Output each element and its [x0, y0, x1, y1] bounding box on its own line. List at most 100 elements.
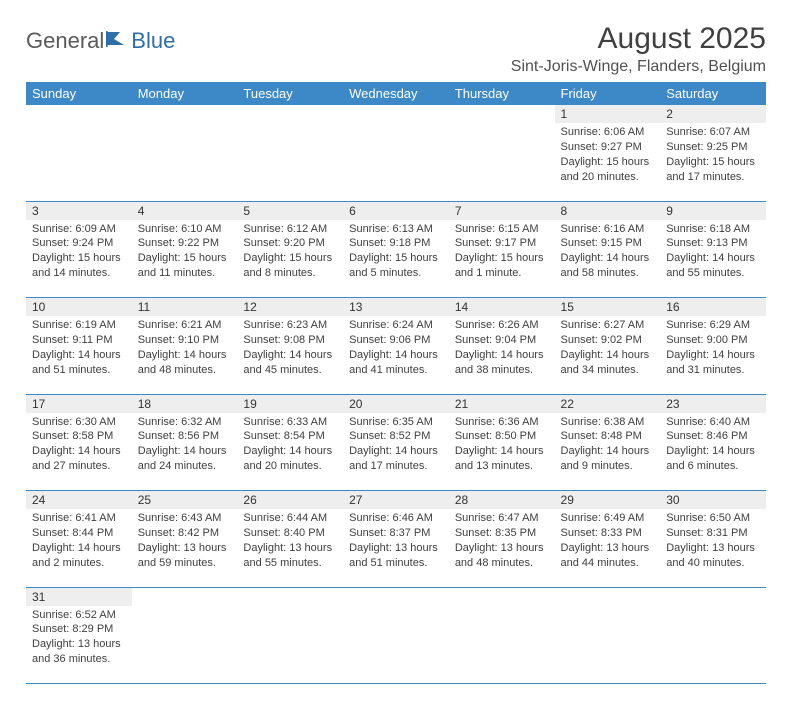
- day-cell: [343, 606, 449, 612]
- sunrise-text: Sunrise: 6:29 AM: [666, 318, 760, 333]
- daylight-text: Daylight: 13 hours and 55 minutes.: [243, 541, 337, 571]
- daylight-text: Daylight: 13 hours and 40 minutes.: [666, 541, 760, 571]
- day-cell: Sunrise: 6:23 AMSunset: 9:08 PMDaylight:…: [237, 316, 343, 381]
- day-cell: Sunrise: 6:33 AMSunset: 8:54 PMDaylight:…: [237, 413, 343, 478]
- day-number-row: 31: [26, 587, 766, 606]
- day-content-row: Sunrise: 6:09 AMSunset: 9:24 PMDaylight:…: [26, 220, 766, 298]
- day-cell: Sunrise: 6:19 AMSunset: 9:11 PMDaylight:…: [26, 316, 132, 381]
- day-number: 7: [449, 202, 555, 220]
- day-number-row: 3456789: [26, 201, 766, 220]
- day-number: [237, 588, 343, 592]
- sunrise-text: Sunrise: 6:30 AM: [32, 415, 126, 430]
- day-number: 13: [343, 298, 449, 316]
- day-cell: Sunrise: 6:52 AMSunset: 8:29 PMDaylight:…: [26, 606, 132, 671]
- sunset-text: Sunset: 8:58 PM: [32, 429, 126, 444]
- day-number: 28: [449, 491, 555, 509]
- day-cell: Sunrise: 6:36 AMSunset: 8:50 PMDaylight:…: [449, 413, 555, 478]
- day-cell: [132, 123, 238, 129]
- day-number: 15: [555, 298, 661, 316]
- sunrise-text: Sunrise: 6:21 AM: [138, 318, 232, 333]
- day-number: [343, 588, 449, 592]
- sunrise-text: Sunrise: 6:26 AM: [455, 318, 549, 333]
- day-cell: Sunrise: 6:27 AMSunset: 9:02 PMDaylight:…: [555, 316, 661, 381]
- day-cell: Sunrise: 6:43 AMSunset: 8:42 PMDaylight:…: [132, 509, 238, 574]
- day-cell: [660, 606, 766, 612]
- sunrise-text: Sunrise: 6:50 AM: [666, 511, 760, 526]
- weekday-header: Monday: [132, 82, 238, 105]
- day-number: 22: [555, 395, 661, 413]
- sunrise-text: Sunrise: 6:33 AM: [243, 415, 337, 430]
- day-cell: Sunrise: 6:32 AMSunset: 8:56 PMDaylight:…: [132, 413, 238, 478]
- location-text: Sint-Joris-Winge, Flanders, Belgium: [511, 58, 766, 76]
- day-cell: [26, 123, 132, 129]
- day-number: 4: [132, 202, 238, 220]
- daylight-text: Daylight: 15 hours and 11 minutes.: [138, 251, 232, 281]
- sunset-text: Sunset: 8:40 PM: [243, 526, 337, 541]
- sunset-text: Sunset: 9:17 PM: [455, 236, 549, 251]
- daylight-text: Daylight: 13 hours and 51 minutes.: [349, 541, 443, 571]
- daylight-text: Daylight: 15 hours and 8 minutes.: [243, 251, 337, 281]
- day-number: 31: [26, 588, 132, 606]
- sunset-text: Sunset: 8:31 PM: [666, 526, 760, 541]
- day-number: 12: [237, 298, 343, 316]
- daylight-text: Daylight: 13 hours and 36 minutes.: [32, 637, 126, 667]
- day-number: 2: [660, 105, 766, 123]
- daylight-text: Daylight: 15 hours and 14 minutes.: [32, 251, 126, 281]
- daylight-text: Daylight: 14 hours and 9 minutes.: [561, 444, 655, 474]
- weekday-header: Sunday: [26, 82, 132, 105]
- sunset-text: Sunset: 8:50 PM: [455, 429, 549, 444]
- day-number: 27: [343, 491, 449, 509]
- day-cell: [343, 123, 449, 129]
- flag-icon: [106, 28, 128, 54]
- day-cell: Sunrise: 6:10 AMSunset: 9:22 PMDaylight:…: [132, 220, 238, 285]
- sunset-text: Sunset: 9:06 PM: [349, 333, 443, 348]
- daylight-text: Daylight: 14 hours and 2 minutes.: [32, 541, 126, 571]
- day-number: [555, 588, 661, 592]
- daylight-text: Daylight: 13 hours and 44 minutes.: [561, 541, 655, 571]
- sunset-text: Sunset: 9:08 PM: [243, 333, 337, 348]
- sunset-text: Sunset: 8:46 PM: [666, 429, 760, 444]
- sunrise-text: Sunrise: 6:23 AM: [243, 318, 337, 333]
- sunset-text: Sunset: 8:42 PM: [138, 526, 232, 541]
- daylight-text: Daylight: 14 hours and 38 minutes.: [455, 348, 549, 378]
- day-content-row: Sunrise: 6:52 AMSunset: 8:29 PMDaylight:…: [26, 606, 766, 684]
- day-cell: Sunrise: 6:30 AMSunset: 8:58 PMDaylight:…: [26, 413, 132, 478]
- day-number: 6: [343, 202, 449, 220]
- day-number: 16: [660, 298, 766, 316]
- sunset-text: Sunset: 9:15 PM: [561, 236, 655, 251]
- day-number: 20: [343, 395, 449, 413]
- daylight-text: Daylight: 14 hours and 24 minutes.: [138, 444, 232, 474]
- sunrise-text: Sunrise: 6:38 AM: [561, 415, 655, 430]
- sunrise-text: Sunrise: 6:15 AM: [455, 222, 549, 237]
- sunset-text: Sunset: 9:18 PM: [349, 236, 443, 251]
- sunrise-text: Sunrise: 6:10 AM: [138, 222, 232, 237]
- day-cell: Sunrise: 6:44 AMSunset: 8:40 PMDaylight:…: [237, 509, 343, 574]
- day-number: 8: [555, 202, 661, 220]
- day-cell: Sunrise: 6:18 AMSunset: 9:13 PMDaylight:…: [660, 220, 766, 285]
- day-number: 24: [26, 491, 132, 509]
- day-number: 25: [132, 491, 238, 509]
- daylight-text: Daylight: 15 hours and 5 minutes.: [349, 251, 443, 281]
- header: General Blue August 2025 Sint-Joris-Wing…: [26, 22, 766, 76]
- day-number: [660, 588, 766, 592]
- day-number: [449, 588, 555, 592]
- sunrise-text: Sunrise: 6:40 AM: [666, 415, 760, 430]
- sunrise-text: Sunrise: 6:32 AM: [138, 415, 232, 430]
- sunset-text: Sunset: 8:33 PM: [561, 526, 655, 541]
- day-number: 18: [132, 395, 238, 413]
- day-number: 19: [237, 395, 343, 413]
- sunrise-text: Sunrise: 6:13 AM: [349, 222, 443, 237]
- sunset-text: Sunset: 8:29 PM: [32, 622, 126, 637]
- sunrise-text: Sunrise: 6:41 AM: [32, 511, 126, 526]
- sunrise-text: Sunrise: 6:06 AM: [561, 125, 655, 140]
- sunset-text: Sunset: 8:52 PM: [349, 429, 443, 444]
- day-cell: Sunrise: 6:15 AMSunset: 9:17 PMDaylight:…: [449, 220, 555, 285]
- sunset-text: Sunset: 8:44 PM: [32, 526, 126, 541]
- day-cell: Sunrise: 6:24 AMSunset: 9:06 PMDaylight:…: [343, 316, 449, 381]
- daylight-text: Daylight: 14 hours and 6 minutes.: [666, 444, 760, 474]
- day-cell: Sunrise: 6:46 AMSunset: 8:37 PMDaylight:…: [343, 509, 449, 574]
- day-cell: Sunrise: 6:06 AMSunset: 9:27 PMDaylight:…: [555, 123, 661, 188]
- sunset-text: Sunset: 8:56 PM: [138, 429, 232, 444]
- day-number-row: 24252627282930: [26, 491, 766, 510]
- day-cell: Sunrise: 6:12 AMSunset: 9:20 PMDaylight:…: [237, 220, 343, 285]
